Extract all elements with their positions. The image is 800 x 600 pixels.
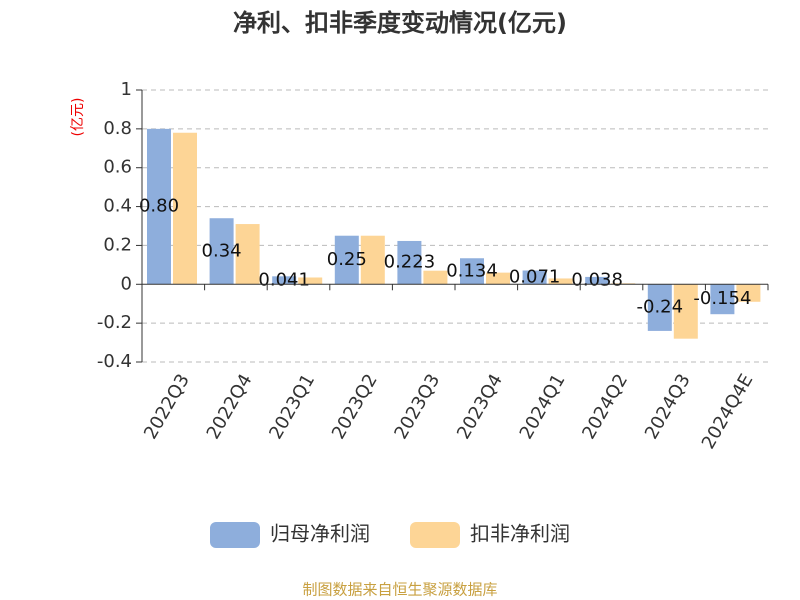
bar: [710, 284, 735, 315]
bar: [298, 277, 323, 285]
bar: [147, 128, 171, 285]
data-label: -0.154: [693, 288, 751, 309]
y-tick-label: -0.4: [97, 351, 132, 372]
data-label: 0.80: [139, 196, 179, 217]
y-tick-label: 0.2: [103, 234, 132, 255]
source-note: 制图数据来自恒生聚源数据库: [302, 581, 497, 599]
bar: [360, 235, 385, 285]
y-tick-label: 0: [121, 273, 132, 294]
bar: [423, 270, 448, 285]
data-label: 0.25: [327, 249, 367, 270]
bar: [522, 270, 547, 285]
x-tick-label: 2023Q4: [453, 371, 507, 443]
x-tick-label: 2024Q4E: [698, 371, 758, 453]
bar: [173, 132, 197, 285]
legend-swatch: [210, 522, 260, 548]
data-label: 0.223: [384, 252, 436, 273]
x-tick-label: 2024Q2: [578, 371, 632, 443]
bar: [647, 284, 672, 331]
x-tick-label: 2022Q4: [203, 371, 257, 443]
legend-swatch: [410, 522, 460, 548]
legend-label: 扣非净利润: [470, 522, 570, 546]
bar: [486, 272, 510, 285]
y-tick-label: -0.2: [97, 312, 132, 333]
data-label: 0.041: [258, 269, 310, 290]
bar: [673, 284, 698, 339]
data-label: 0.038: [571, 270, 623, 291]
data-label: 0.34: [202, 240, 242, 261]
y-axis-label: (亿元): [70, 98, 86, 137]
x-tick-label: 2023Q2: [328, 371, 382, 443]
bar: [548, 278, 573, 285]
bar: [585, 276, 610, 285]
y-tick-label: 1: [121, 79, 132, 100]
x-tick-label: 2024Q1: [516, 371, 570, 443]
bar: [272, 276, 297, 285]
y-tick-label: 0.8: [103, 118, 132, 139]
legend-label: 归母净利润: [270, 522, 370, 546]
x-tick-label: 2024Q3: [641, 371, 695, 443]
data-label: 0.134: [446, 260, 498, 281]
x-tick-label: 2023Q3: [390, 371, 444, 443]
data-label: 0.071: [509, 266, 561, 287]
y-tick-label: 0.6: [103, 157, 132, 178]
bar: [235, 224, 260, 285]
data-label: -0.24: [637, 297, 684, 318]
y-tick-label: 0.4: [103, 196, 132, 217]
bar: [460, 258, 484, 285]
x-tick-label: 2022Q3: [140, 371, 194, 443]
x-tick-label: 2023Q1: [265, 371, 319, 443]
chart-title: 净利、扣非季度变动情况(亿元): [233, 9, 567, 37]
bar: [736, 284, 761, 302]
bar: [209, 218, 234, 285]
bar: [334, 235, 359, 285]
bar: [397, 240, 422, 285]
